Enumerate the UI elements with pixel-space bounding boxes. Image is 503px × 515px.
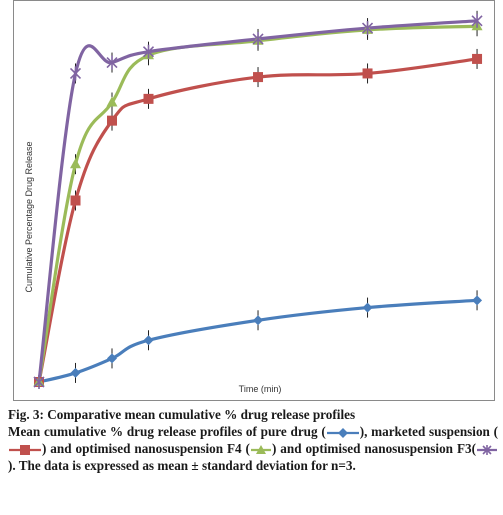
marker-pure-drug-5 <box>362 302 373 313</box>
y-axis-label: Cumulative Percentage Drug Release <box>24 141 34 292</box>
marker-f3-0 <box>33 375 45 389</box>
marker-pure-drug-6 <box>472 295 483 306</box>
marker-f3-4 <box>252 31 264 46</box>
caption-text-2: ), marketed suspension ( <box>359 424 498 439</box>
marker-pure-drug-2 <box>107 353 118 364</box>
marker-f4-2 <box>106 96 118 107</box>
marker-f3-2 <box>106 55 118 70</box>
caption-text-5: ). The data is expressed as mean ± stand… <box>8 458 356 473</box>
marker-marketed-suspension-2 <box>107 115 118 126</box>
marker-f3-5 <box>361 21 374 36</box>
series-line-marketed-suspension <box>37 57 478 383</box>
caption-text-4: ) and optimised nanosuspension F3( <box>271 441 476 456</box>
figure-title: Fig. 3: Comparative mean cumulative % dr… <box>8 407 356 422</box>
marker-pure-drug-4 <box>253 315 264 326</box>
legend-glyph-marketed-suspension <box>8 444 42 456</box>
marker-f3-6 <box>471 13 483 28</box>
legend-glyph-f4 <box>250 444 272 456</box>
caption-text-1: Mean cumulative % drug release profiles … <box>8 424 326 439</box>
marker-marketed-suspension-3 <box>143 93 154 104</box>
chart-frame: Cumulative Percentage Drug Release Time … <box>13 0 495 401</box>
legend-glyph-pure-drug <box>326 427 360 439</box>
markers-layer <box>33 13 483 389</box>
release-profile-chart: Cumulative Percentage Drug Release Time … <box>24 10 483 394</box>
marker-marketed-suspension-5 <box>362 68 373 79</box>
marker-f4-1 <box>70 158 82 169</box>
marker-pure-drug-1 <box>70 367 81 378</box>
x-axis-label: Time (min) <box>239 384 282 394</box>
marker-marketed-suspension-6 <box>472 53 483 64</box>
legend-glyph-f3 <box>476 444 498 456</box>
marker-f3-3 <box>142 44 155 59</box>
figure-caption: Fig. 3: Comparative mean cumulative % dr… <box>8 406 498 474</box>
figure-description: Mean cumulative % drug release profiles … <box>8 423 498 474</box>
marker-f3-1 <box>69 66 82 81</box>
caption-text-3: ) and optimised nanosuspension F4 ( <box>42 441 250 456</box>
marker-pure-drug-3 <box>143 335 154 346</box>
marker-marketed-suspension-4 <box>253 72 264 83</box>
marker-marketed-suspension-1 <box>70 195 81 206</box>
